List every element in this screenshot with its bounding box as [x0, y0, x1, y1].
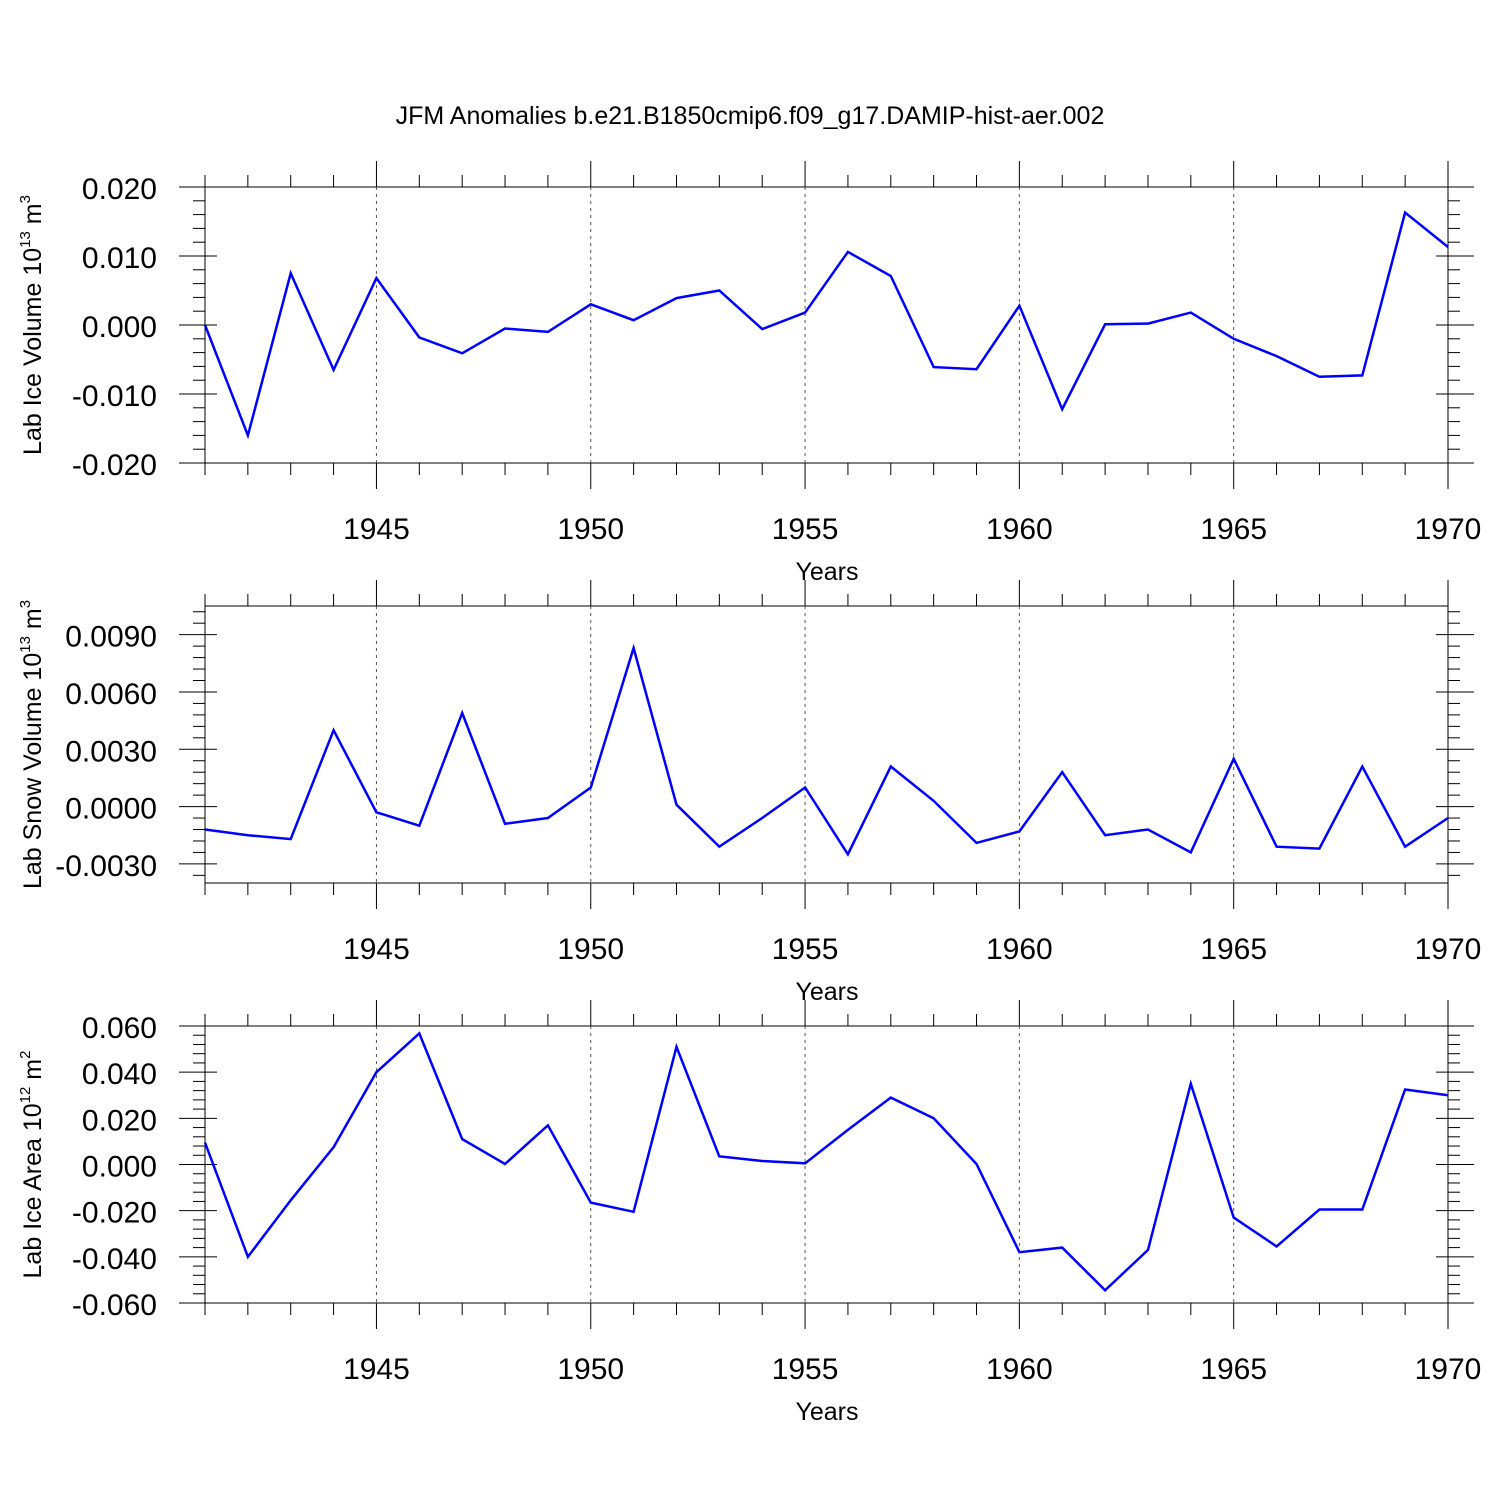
x-tick-label: 1945	[343, 513, 410, 546]
y-axis-label-text: Lab Snow Volume 10	[19, 653, 47, 889]
x-tick-label: 1950	[557, 1353, 624, 1386]
y-tick-label: 0.0030	[65, 735, 157, 768]
y-axis-label-unit: m	[19, 203, 47, 231]
x-tick-label: 1945	[343, 933, 410, 966]
x-tick-label: 1960	[986, 513, 1053, 546]
y-tick-label: -0.020	[72, 1197, 157, 1230]
y-axis-label-unit: m	[19, 608, 47, 636]
plot-panel-2: -0.0030 0.0000 0.0030 0.0060 0.0090 1945 1950 1…	[17, 580, 1481, 1006]
y-axis-label-exponent: 13	[17, 636, 34, 653]
x-tick-label: 1955	[772, 1353, 839, 1386]
y-tick-label: 0.000	[82, 311, 157, 344]
y-tick-label: -0.040	[72, 1243, 157, 1276]
y-tick-label: 0.0000	[65, 793, 157, 826]
y-axis-label-exponent: 12	[17, 1087, 34, 1104]
x-tick-label: 1970	[1415, 513, 1482, 546]
x-tick-label: 1945	[343, 1353, 410, 1386]
x-tick-label: 1960	[986, 933, 1053, 966]
y-tick-label: -0.0030	[55, 850, 157, 883]
data-line	[203, 210, 1449, 440]
y-axis-label: Lab Snow Volume 1013 m3	[17, 600, 47, 889]
x-tick-label: 1965	[1200, 1353, 1267, 1386]
plot-frame	[204, 186, 1449, 464]
y-tick-label: 0.040	[82, 1058, 157, 1091]
x-tick-label: 1970	[1415, 1353, 1482, 1386]
y-tick-label: 0.0060	[65, 678, 157, 711]
y-axis-label: Lab Ice Area 1012 m2	[17, 1051, 47, 1279]
y-axis-label-unit: m	[19, 1059, 47, 1087]
x-tick-label: 1965	[1200, 933, 1267, 966]
y-tick-label: 0.020	[82, 173, 157, 206]
x-tick-label: 1955	[772, 513, 839, 546]
y-tick-label: -0.010	[72, 380, 157, 413]
x-tick-label: 1950	[557, 933, 624, 966]
y-tick-label: 0.060	[82, 1012, 157, 1045]
data-line	[203, 1031, 1449, 1293]
y-axis-label-text: Lab Ice Volume 10	[19, 248, 47, 455]
y-tick-label: 0.020	[82, 1104, 157, 1137]
y-tick-label: 0.0090	[65, 621, 157, 654]
y-tick-label: 0.000	[82, 1151, 157, 1184]
plot-frame	[204, 605, 1449, 884]
plot-panel-1: -0.020 -0.010 0.000 0.010 0.020 1945 1950 1955 1…	[17, 161, 1481, 586]
y-tick-label: 0.010	[82, 242, 157, 275]
y-axis-label-unit-exponent: 2	[17, 1051, 34, 1059]
x-tick-label: 1970	[1415, 933, 1482, 966]
data-line	[204, 643, 1449, 857]
y-axis-label-unit-exponent: 3	[17, 600, 34, 608]
y-tick-label: -0.020	[72, 449, 157, 482]
plot-frame	[204, 1025, 1449, 1304]
y-axis-label-text: Lab Ice Area 10	[19, 1103, 47, 1278]
x-tick-label: 1950	[557, 513, 624, 546]
y-axis-label-exponent: 13	[17, 231, 34, 248]
y-axis-label-unit-exponent: 3	[17, 195, 34, 203]
y-tick-label: -0.060	[72, 1289, 157, 1322]
plot-panels: -0.020 -0.010 0.000 0.010 0.020 1945 1950 1955 1…	[17, 161, 1481, 1426]
x-tick-label: 1965	[1200, 513, 1267, 546]
x-axis-label: Years	[795, 978, 858, 1006]
figure-title: JFM Anomalies b.e21.B1850cmip6.f09_g17.D…	[396, 102, 1105, 130]
x-tick-label: 1960	[986, 1353, 1053, 1386]
x-axis-label: Years	[795, 558, 858, 586]
y-axis-label: Lab Ice Volume 1013 m3	[17, 195, 47, 455]
plot-panel-3: -0.060 -0.040 -0.020 0.000 0.020 0.040 0.060 19…	[17, 1000, 1481, 1426]
x-axis-label: Years	[795, 1398, 858, 1426]
x-tick-label: 1955	[772, 933, 839, 966]
